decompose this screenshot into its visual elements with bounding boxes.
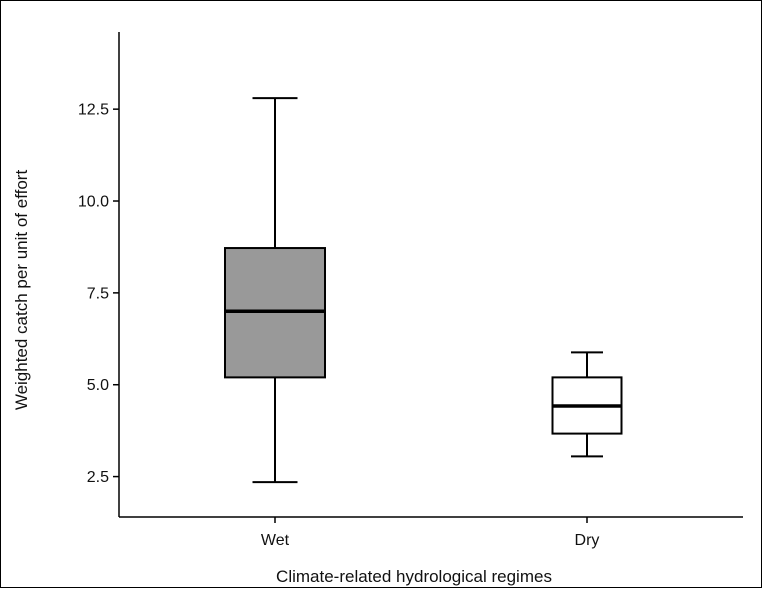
y-tick-label: 5.0 (87, 377, 109, 394)
y-tick-label: 2.5 (87, 469, 109, 486)
y-tick-label: 10.0 (78, 194, 109, 211)
y-tick-label: 12.5 (78, 102, 109, 119)
y-axis-title: Weighted catch per unit of effort (12, 170, 31, 411)
x-tick-label: Wet (261, 532, 290, 549)
y-tick-label: 7.5 (87, 285, 109, 302)
x-axis-title: Climate-related hydrological regimes (276, 567, 552, 586)
x-tick-label: Dry (575, 532, 600, 549)
